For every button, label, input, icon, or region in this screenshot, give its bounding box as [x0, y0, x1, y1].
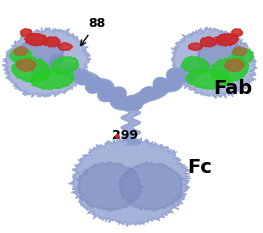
Polygon shape [16, 59, 37, 72]
Polygon shape [185, 68, 231, 89]
Polygon shape [2, 27, 91, 97]
Polygon shape [11, 57, 51, 82]
Polygon shape [77, 161, 144, 212]
Polygon shape [232, 47, 247, 56]
Polygon shape [14, 38, 64, 74]
Text: 88: 88 [81, 17, 105, 45]
Polygon shape [200, 37, 217, 47]
Polygon shape [24, 33, 48, 46]
Polygon shape [188, 43, 203, 51]
Polygon shape [44, 37, 60, 47]
Polygon shape [210, 57, 249, 83]
Polygon shape [224, 59, 244, 72]
Polygon shape [231, 48, 254, 63]
Polygon shape [52, 57, 79, 75]
Polygon shape [30, 69, 75, 89]
Polygon shape [215, 34, 239, 47]
Polygon shape [10, 48, 32, 63]
Text: Fc: Fc [188, 158, 213, 177]
Polygon shape [69, 136, 191, 226]
Polygon shape [21, 29, 32, 36]
Polygon shape [58, 42, 72, 51]
Polygon shape [181, 56, 209, 74]
Text: 299: 299 [112, 129, 138, 142]
Text: Fab: Fab [214, 79, 253, 98]
Polygon shape [171, 27, 257, 99]
Polygon shape [118, 162, 183, 211]
Polygon shape [14, 47, 28, 56]
Polygon shape [231, 29, 243, 36]
Polygon shape [197, 38, 246, 74]
